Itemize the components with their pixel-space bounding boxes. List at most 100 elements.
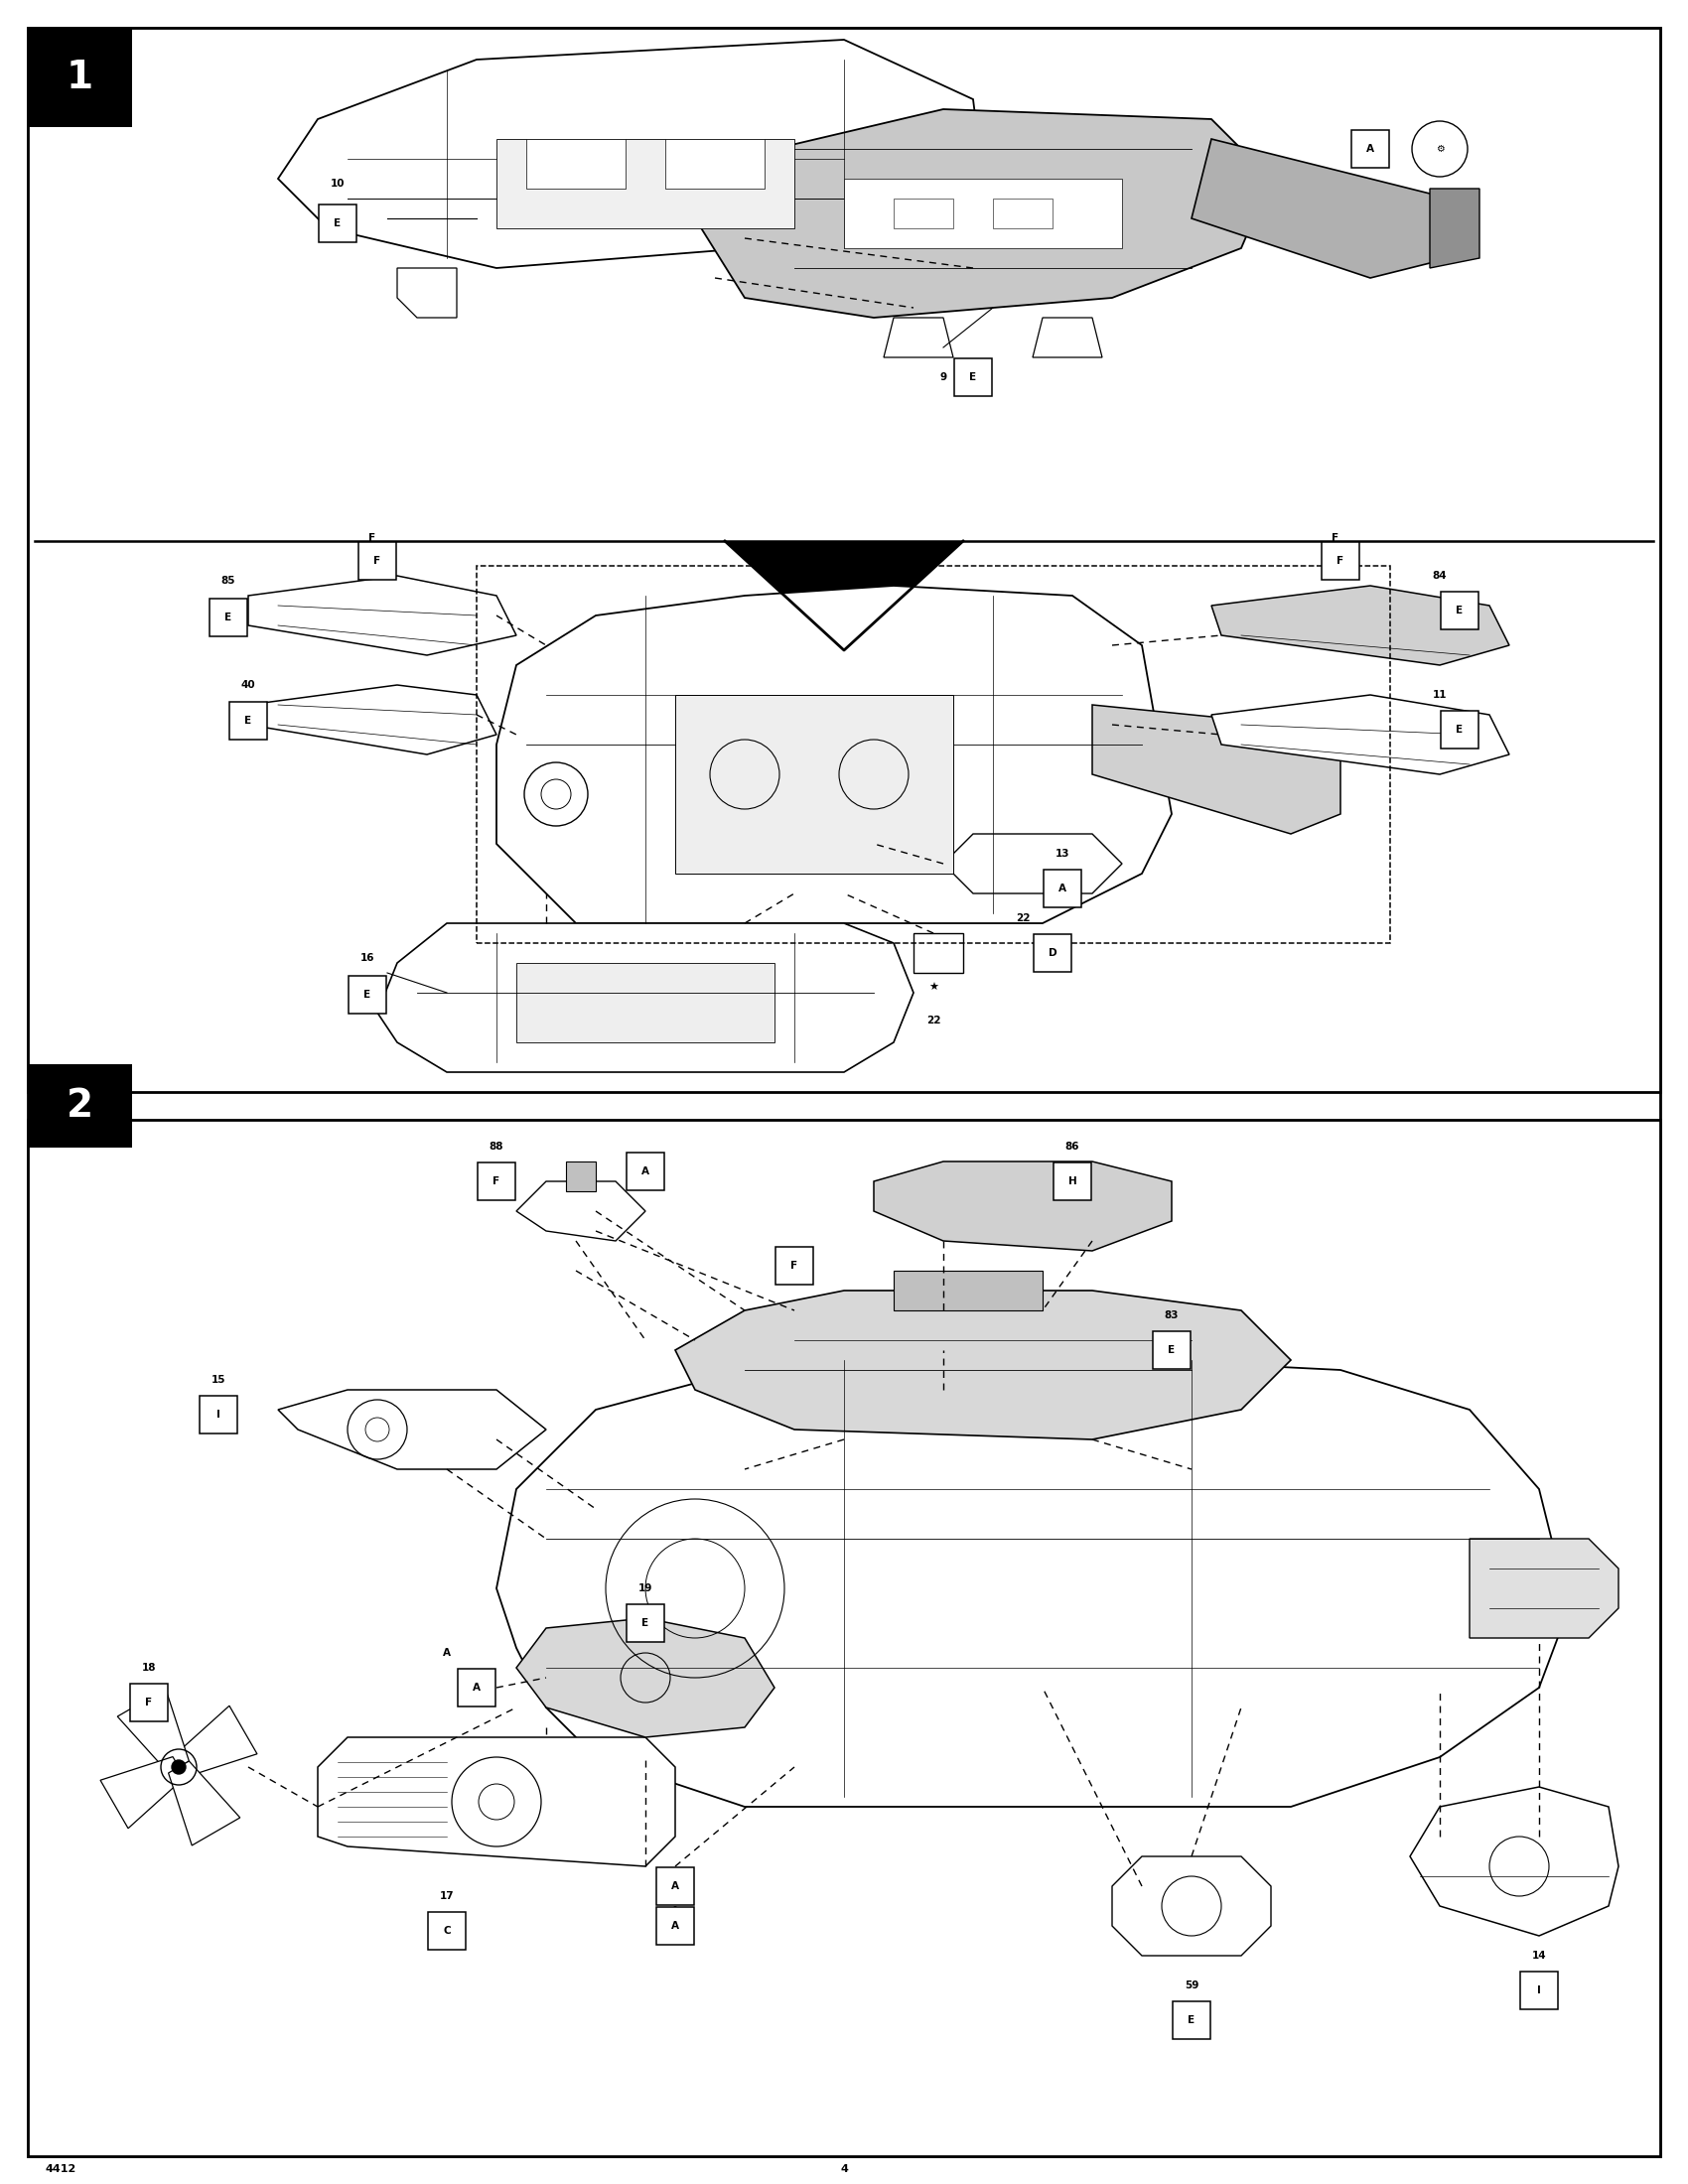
Text: A: A xyxy=(442,1649,451,1658)
Polygon shape xyxy=(1409,1787,1619,1935)
Text: F: F xyxy=(493,1177,500,1186)
Bar xyxy=(626,1605,665,1642)
Bar xyxy=(893,199,954,229)
Bar xyxy=(27,1120,1661,2156)
Bar xyxy=(130,1684,167,1721)
Text: 84: 84 xyxy=(1433,570,1447,581)
Bar xyxy=(496,140,795,229)
Polygon shape xyxy=(248,577,517,655)
Bar xyxy=(844,179,1123,249)
Polygon shape xyxy=(695,109,1271,317)
Polygon shape xyxy=(397,269,457,317)
Bar xyxy=(675,695,954,874)
Polygon shape xyxy=(675,1291,1291,1439)
Polygon shape xyxy=(1112,1856,1271,1955)
Text: A: A xyxy=(672,1922,679,1931)
Polygon shape xyxy=(279,39,982,269)
Bar xyxy=(993,199,1053,229)
Bar xyxy=(1442,592,1479,629)
Bar xyxy=(27,28,1661,1092)
Polygon shape xyxy=(317,1736,675,1867)
Text: 88: 88 xyxy=(490,1142,503,1151)
Bar xyxy=(1053,1162,1090,1201)
Text: A: A xyxy=(1058,885,1067,893)
Text: 18: 18 xyxy=(142,1662,155,1673)
Polygon shape xyxy=(1212,695,1509,775)
Text: 17: 17 xyxy=(439,1891,454,1900)
Text: E: E xyxy=(1168,1345,1175,1354)
Polygon shape xyxy=(248,686,496,753)
Polygon shape xyxy=(874,1162,1171,1251)
Text: E: E xyxy=(1457,725,1463,734)
Bar xyxy=(209,598,246,636)
Polygon shape xyxy=(496,585,1171,924)
Text: ⚙: ⚙ xyxy=(1435,144,1445,153)
Text: E: E xyxy=(365,989,371,1000)
Text: D: D xyxy=(1048,948,1057,959)
Text: A: A xyxy=(672,1880,679,1891)
Bar xyxy=(1043,869,1082,906)
Bar xyxy=(1521,1972,1558,2009)
Text: 14: 14 xyxy=(1531,1950,1546,1961)
Bar xyxy=(348,976,387,1013)
Text: E: E xyxy=(641,1618,648,1627)
Text: A: A xyxy=(1366,144,1374,153)
Text: 59: 59 xyxy=(1185,1981,1198,1990)
Polygon shape xyxy=(517,1182,645,1241)
Text: E: E xyxy=(1457,605,1463,616)
Text: 11: 11 xyxy=(1433,690,1447,699)
Text: 22: 22 xyxy=(927,1016,940,1026)
Polygon shape xyxy=(1092,705,1340,834)
Polygon shape xyxy=(1430,188,1479,269)
Polygon shape xyxy=(1033,317,1102,358)
Polygon shape xyxy=(893,1271,1043,1310)
Polygon shape xyxy=(172,1706,257,1778)
Text: 85: 85 xyxy=(221,577,236,585)
Bar xyxy=(319,205,356,242)
Polygon shape xyxy=(724,542,964,651)
Polygon shape xyxy=(100,1756,184,1828)
Polygon shape xyxy=(913,933,964,972)
Bar xyxy=(775,1247,814,1284)
Bar xyxy=(478,1162,515,1201)
Polygon shape xyxy=(1192,140,1450,277)
Polygon shape xyxy=(1470,1540,1619,1638)
Text: E: E xyxy=(1188,2016,1195,2025)
Text: 40: 40 xyxy=(241,679,255,690)
Text: 4: 4 xyxy=(841,2164,847,2173)
Bar xyxy=(358,542,397,579)
Text: 4412: 4412 xyxy=(44,2164,76,2173)
Bar xyxy=(954,358,993,395)
Text: F: F xyxy=(1337,557,1344,566)
Polygon shape xyxy=(517,963,775,1042)
Polygon shape xyxy=(378,924,913,1072)
Text: I: I xyxy=(1538,1985,1541,1996)
Bar xyxy=(527,140,626,188)
Bar xyxy=(626,1153,665,1190)
Text: F: F xyxy=(790,1260,798,1271)
Text: 15: 15 xyxy=(211,1376,226,1385)
Bar xyxy=(1033,935,1072,972)
Text: E: E xyxy=(225,612,231,622)
Text: F: F xyxy=(373,557,381,566)
Text: 1: 1 xyxy=(66,59,93,96)
Polygon shape xyxy=(885,317,954,358)
Text: E: E xyxy=(245,716,252,725)
Bar xyxy=(1442,710,1479,749)
Text: 13: 13 xyxy=(1055,850,1070,858)
Text: A: A xyxy=(473,1682,481,1693)
Polygon shape xyxy=(517,1618,775,1736)
Text: A: A xyxy=(672,1907,679,1915)
Text: I: I xyxy=(216,1409,221,1420)
Bar xyxy=(1322,542,1359,579)
Bar xyxy=(27,28,132,127)
Bar xyxy=(1153,1332,1190,1369)
Polygon shape xyxy=(944,834,1123,893)
Bar xyxy=(429,1911,466,1950)
Text: 19: 19 xyxy=(638,1583,653,1594)
Polygon shape xyxy=(1212,585,1509,666)
Polygon shape xyxy=(169,1760,240,1845)
Text: 22: 22 xyxy=(1016,913,1030,924)
Text: A: A xyxy=(641,1166,650,1177)
Text: C: C xyxy=(442,1926,451,1935)
